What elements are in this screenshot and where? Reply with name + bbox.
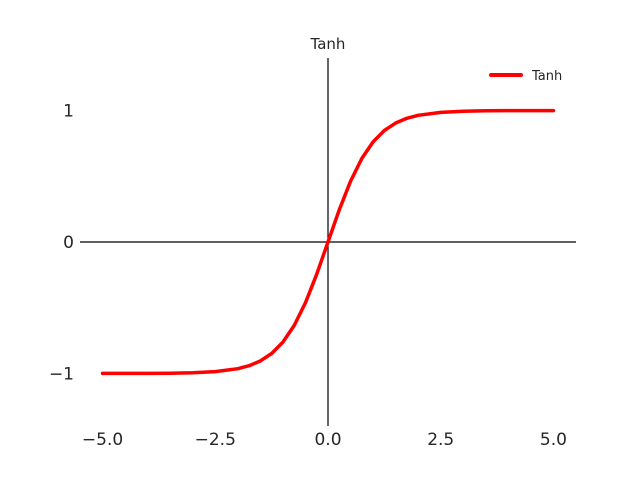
y-tick-label: 0 [63,233,74,253]
series-line-tanh [100,108,556,376]
x-tick-label: −2.5 [195,430,236,450]
x-tick-labels: −5.0 −2.5 0.0 2.5 5.0 [82,430,567,450]
y-tick-label: 1 [63,102,74,122]
legend: Tanh [489,69,562,84]
chart-title: Tanh [310,35,346,53]
y-tick-label: −1 [49,364,74,384]
x-tick-label: 2.5 [427,430,454,450]
x-tick-label: −5.0 [82,430,123,450]
legend-label: Tanh [531,69,562,84]
x-tick-label: 0.0 [314,430,341,450]
y-tick-labels: −1 0 1 [49,102,74,385]
x-tick-label: 5.0 [540,430,567,450]
series-group [100,108,556,376]
